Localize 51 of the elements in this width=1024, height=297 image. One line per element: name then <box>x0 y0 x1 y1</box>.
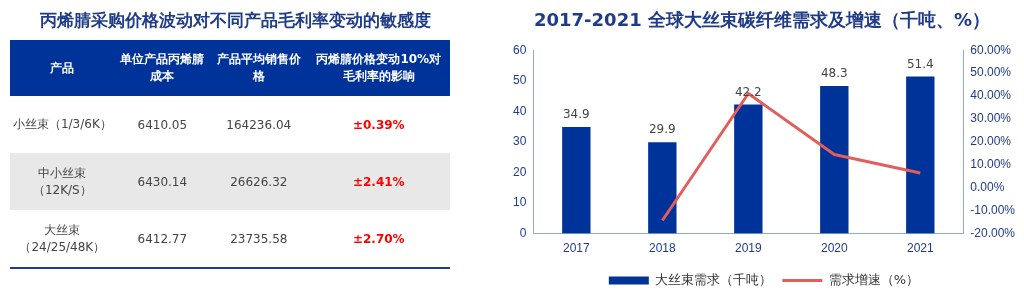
category-label: 大丝束（24/25/48K） <box>19 222 106 254</box>
y2-tick-label: 40.00% <box>970 88 1012 103</box>
x-tick-label: 2019 <box>734 241 762 256</box>
text: 26626.32 <box>230 174 288 189</box>
text: 164236.04 <box>226 117 292 132</box>
y-tick-label: 20 <box>512 164 527 179</box>
category-label: 丙烯腈价格变动10%对毛利率的影响 <box>307 40 450 96</box>
data-label: 48.3 <box>820 66 848 81</box>
bar <box>648 142 677 234</box>
category-label: 单位产品丙烯腈成本 <box>114 40 210 96</box>
y2-tick-label: -20.00% <box>970 225 1016 240</box>
x-tick-label: 2017 <box>562 241 591 256</box>
text: 6412.77 <box>137 231 188 246</box>
x-tick-label: 2018 <box>648 241 676 256</box>
text: 6410.05 <box>137 117 188 132</box>
y2-tick-label: -10.00% <box>970 202 1016 217</box>
y-tick-label: 30 <box>512 134 527 149</box>
y-tick-label: 40 <box>512 103 527 118</box>
bar <box>734 104 763 234</box>
bar <box>820 85 849 234</box>
y-tick-label: 10 <box>512 195 527 210</box>
text: ±2.70% <box>352 231 405 246</box>
legend-label: 需求增速（%） <box>828 271 920 287</box>
category-label: 产品 <box>10 40 115 96</box>
y2-tick-label: 0.00% <box>970 180 1005 195</box>
legend-label: 大丝束需求（千吨） <box>655 271 773 287</box>
y-tick-label: 0 <box>519 225 527 240</box>
text: ±2.41% <box>352 174 405 189</box>
bar <box>906 76 935 234</box>
text: ±0.39% <box>352 117 405 132</box>
chart-title: 2017-2021 全球大丝束碳纤维需求及增速（千吨、%） <box>533 8 991 32</box>
bar <box>562 126 591 234</box>
data-label: 29.9 <box>648 122 676 137</box>
x-tick-label: 2020 <box>820 241 848 256</box>
x-tick-label: 2021 <box>906 241 934 256</box>
category-label: 产品平均销售价格 <box>209 40 308 96</box>
y-tick-label: 60 <box>512 42 527 57</box>
y2-tick-label: 10.00% <box>970 157 1012 172</box>
text: 丙烯腈采购价格波动对不同产品毛利率变动的敏感度 <box>38 9 432 32</box>
category-label: 小丝束（1/3/6K） <box>12 117 112 131</box>
data-label: 51.4 <box>906 56 934 71</box>
text: 23735.58 <box>230 231 288 246</box>
y2-tick-label: 50.00% <box>970 65 1012 80</box>
y2-tick-label: 20.00% <box>970 134 1012 149</box>
y-tick-label: 50 <box>512 73 527 88</box>
data-label: 34.9 <box>562 107 590 122</box>
category-label: 中小丝束（12K/S） <box>32 165 92 197</box>
data-label: 42.2 <box>734 84 762 99</box>
text: 6430.14 <box>137 174 188 189</box>
y2-tick-label: 30.00% <box>970 111 1012 126</box>
y2-tick-label: 60.00% <box>970 42 1012 57</box>
